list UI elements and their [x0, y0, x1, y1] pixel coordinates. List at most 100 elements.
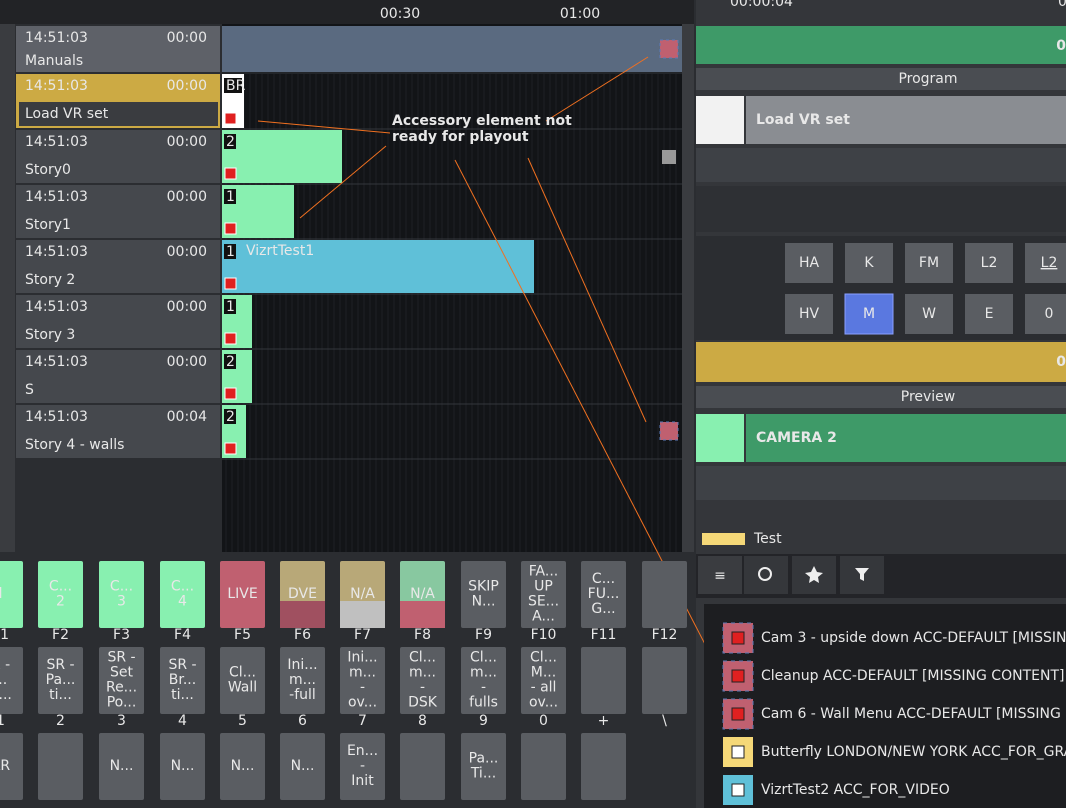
key-label: -: [481, 680, 486, 696]
program-header: Program: [898, 71, 957, 87]
switch-button[interactable]: [965, 243, 1013, 283]
switch-button[interactable]: [905, 294, 953, 334]
key[interactable]: [340, 733, 385, 800]
rundown-row[interactable]: [16, 350, 220, 403]
key[interactable]: [280, 647, 325, 714]
key-label: N...: [171, 758, 195, 774]
clock: 00:00:04: [730, 0, 793, 10]
key-label: C...: [110, 579, 133, 595]
rundown-row[interactable]: [16, 130, 220, 183]
switch-button-label: 0: [1045, 306, 1054, 322]
key[interactable]: [99, 733, 144, 800]
rundown-row[interactable]: [16, 405, 220, 458]
key-label: C...: [49, 579, 72, 595]
key-bottom: [280, 601, 325, 628]
key[interactable]: [99, 561, 144, 628]
key[interactable]: [0, 733, 23, 800]
key[interactable]: [280, 733, 325, 800]
key[interactable]: [581, 561, 626, 628]
tab[interactable]: [698, 556, 742, 594]
row-duration: 00:00: [167, 299, 207, 315]
row-name: Story 3: [25, 327, 75, 343]
switch-button-label: HA: [799, 255, 820, 271]
key[interactable]: [38, 561, 83, 628]
rundown-row[interactable]: [16, 26, 220, 72]
key-label: N/A: [410, 586, 435, 602]
row-duration: 00:00: [167, 134, 207, 150]
preview-bar: [696, 342, 1066, 382]
rundown-row[interactable]: [16, 295, 220, 348]
preview-thumb: [696, 414, 744, 462]
switch-button[interactable]: [1025, 294, 1066, 334]
clip-icon: [224, 387, 237, 400]
key[interactable]: [99, 647, 144, 714]
key-hint: F8: [414, 627, 431, 643]
key[interactable]: [160, 647, 205, 714]
key[interactable]: [642, 647, 687, 714]
switch-button-label: L2: [1041, 255, 1058, 271]
key[interactable]: [581, 733, 626, 800]
key-label: DVE: [288, 586, 317, 602]
header: [696, 386, 1066, 408]
rundown-row[interactable]: [16, 185, 220, 238]
switch-button[interactable]: [1025, 243, 1066, 283]
key-label: Wall: [228, 680, 257, 696]
key-label: Cl...: [530, 650, 557, 666]
key[interactable]: [521, 561, 566, 628]
key-label: C...: [171, 579, 194, 595]
key-hint: F11: [591, 627, 617, 643]
key[interactable]: [400, 647, 445, 714]
program-thumb: [696, 96, 744, 144]
key[interactable]: [160, 733, 205, 800]
clip-icon: [224, 442, 237, 455]
key-label: m...: [470, 665, 497, 681]
switch-button[interactable]: [845, 243, 893, 283]
row-time: 14:51:03: [25, 244, 88, 260]
key[interactable]: [340, 647, 385, 714]
key-label: ov...: [348, 695, 377, 711]
clip-badge-bg: [224, 244, 236, 259]
key[interactable]: [461, 733, 506, 800]
row-time: 14:51:03: [25, 189, 88, 205]
annotation-line: [257, 120, 391, 134]
key[interactable]: [220, 647, 265, 714]
switch-button[interactable]: [905, 243, 953, 283]
tab-icon: ≡: [714, 568, 726, 584]
key-hint: F4: [174, 627, 191, 643]
key-hint: 6: [298, 713, 307, 729]
key[interactable]: [0, 647, 23, 714]
tab[interactable]: [744, 556, 788, 594]
rundown-row[interactable]: [16, 240, 220, 293]
clip-badge-bg: [224, 134, 236, 149]
switch-button[interactable]: [785, 243, 833, 283]
key[interactable]: [38, 733, 83, 800]
row-name: S: [25, 382, 34, 398]
panel: [696, 466, 1066, 500]
key[interactable]: [521, 733, 566, 800]
accessory-icon-inner: [731, 707, 745, 721]
key-label: N...: [472, 594, 496, 610]
key[interactable]: [581, 647, 626, 714]
key-label: SR -: [168, 657, 196, 673]
key[interactable]: [0, 561, 23, 628]
header: [696, 68, 1066, 90]
key[interactable]: [220, 733, 265, 800]
key[interactable]: [461, 647, 506, 714]
key[interactable]: [461, 561, 506, 628]
key[interactable]: [38, 647, 83, 714]
clip-badge-bg: [224, 354, 236, 369]
key[interactable]: [160, 561, 205, 628]
key[interactable]: [521, 647, 566, 714]
key[interactable]: [220, 561, 265, 628]
switch-button[interactable]: [785, 294, 833, 334]
key[interactable]: [400, 733, 445, 800]
clip: [222, 240, 534, 293]
key-label: m...: [349, 665, 376, 681]
switch-button[interactable]: [844, 293, 894, 335]
key-label: Ti...: [470, 766, 496, 782]
clip-badge: 2: [226, 134, 235, 150]
switch-button-label: K: [864, 255, 874, 271]
key-bottom: [340, 601, 385, 628]
key[interactable]: [642, 561, 687, 628]
switch-button[interactable]: [965, 294, 1013, 334]
